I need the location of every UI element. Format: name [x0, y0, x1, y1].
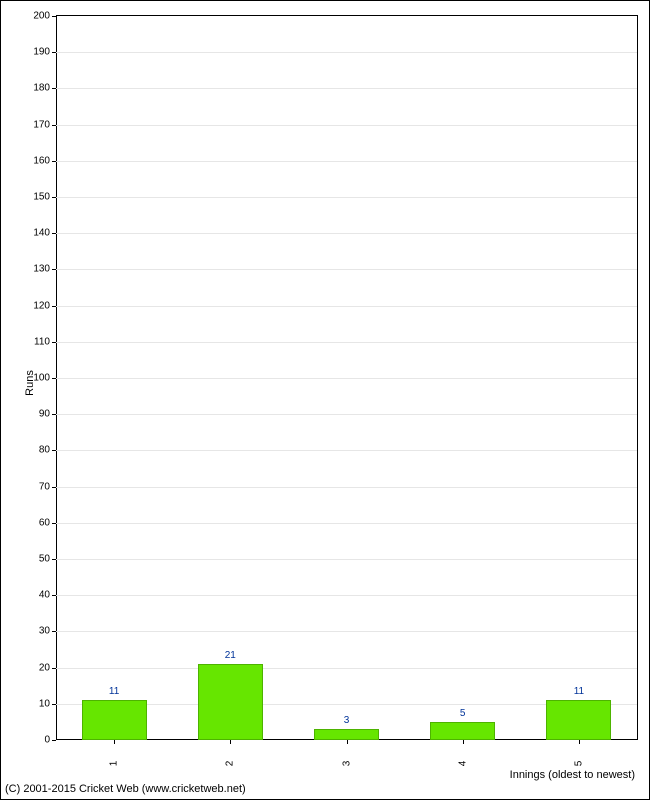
gridline [56, 342, 637, 343]
y-tick-mark [52, 559, 56, 560]
y-tick-mark [52, 52, 56, 53]
gridline [56, 559, 637, 560]
y-tick-mark [52, 306, 56, 307]
bar: 11 [82, 700, 147, 740]
y-tick-label: 80 [39, 445, 50, 456]
gridline [56, 414, 637, 415]
x-tick-mark [114, 740, 115, 744]
plot-area: 0102030405060708090100110120130140150160… [56, 15, 638, 740]
gridline [56, 523, 637, 524]
y-tick-mark [52, 704, 56, 705]
y-axis-title: Runs [24, 370, 36, 396]
bar-value-label: 11 [109, 686, 119, 697]
y-tick-mark [52, 161, 56, 162]
x-tick-label: 1 [109, 761, 120, 767]
gridline [56, 487, 637, 488]
gridline [56, 88, 637, 89]
y-tick-label: 70 [39, 481, 50, 492]
bar: 3 [314, 729, 379, 740]
y-tick-mark [52, 269, 56, 270]
bar-value-label: 5 [460, 708, 466, 719]
x-tick-mark [347, 740, 348, 744]
y-tick-label: 150 [33, 192, 50, 203]
gridline [56, 52, 637, 53]
bar: 21 [198, 664, 263, 740]
y-tick-label: 190 [33, 47, 50, 58]
y-tick-label: 50 [39, 554, 50, 565]
y-tick-mark [52, 523, 56, 524]
bar-value-label: 3 [344, 715, 350, 726]
gridline [56, 233, 637, 234]
y-tick-mark [52, 378, 56, 379]
copyright-text: (C) 2001-2015 Cricket Web (www.cricketwe… [5, 783, 246, 795]
x-tick-label: 5 [573, 761, 584, 767]
y-tick-label: 200 [33, 11, 50, 22]
y-tick-mark [52, 414, 56, 415]
bar: 5 [430, 722, 495, 740]
y-tick-label: 140 [33, 228, 50, 239]
y-tick-label: 10 [39, 698, 50, 709]
y-tick-label: 90 [39, 409, 50, 420]
bar: 11 [546, 700, 611, 740]
y-tick-mark [52, 487, 56, 488]
y-tick-mark [52, 233, 56, 234]
y-tick-mark [52, 740, 56, 741]
y-tick-label: 60 [39, 517, 50, 528]
x-tick-mark [579, 740, 580, 744]
gridline [56, 668, 637, 669]
y-tick-label: 40 [39, 590, 50, 601]
gridline [56, 161, 637, 162]
y-tick-label: 160 [33, 155, 50, 166]
gridline [56, 269, 637, 270]
x-tick-label: 3 [341, 761, 352, 767]
x-axis-title: Innings (oldest to newest) [510, 769, 635, 781]
y-tick-mark [52, 631, 56, 632]
y-tick-label: 120 [33, 300, 50, 311]
gridline [56, 378, 637, 379]
y-tick-label: 30 [39, 626, 50, 637]
y-tick-label: 180 [33, 83, 50, 94]
y-tick-label: 170 [33, 119, 50, 130]
gridline [56, 306, 637, 307]
y-tick-mark [52, 197, 56, 198]
x-tick-mark [230, 740, 231, 744]
gridline [56, 595, 637, 596]
x-tick-mark [463, 740, 464, 744]
y-tick-label: 110 [34, 336, 50, 347]
y-tick-label: 0 [44, 735, 50, 746]
y-tick-label: 20 [39, 662, 50, 673]
y-tick-mark [52, 595, 56, 596]
bar-value-label: 11 [574, 686, 584, 697]
y-tick-mark [52, 450, 56, 451]
y-tick-mark [52, 16, 56, 17]
y-tick-mark [52, 125, 56, 126]
gridline [56, 197, 637, 198]
x-tick-label: 2 [225, 761, 236, 767]
y-tick-mark [52, 668, 56, 669]
y-tick-label: 130 [33, 264, 50, 275]
y-tick-mark [52, 342, 56, 343]
x-tick-label: 4 [457, 761, 468, 767]
gridline [56, 450, 637, 451]
gridline [56, 631, 637, 632]
y-tick-mark [52, 88, 56, 89]
chart-container: 0102030405060708090100110120130140150160… [0, 0, 650, 800]
bar-value-label: 21 [225, 650, 236, 661]
gridline [56, 125, 637, 126]
